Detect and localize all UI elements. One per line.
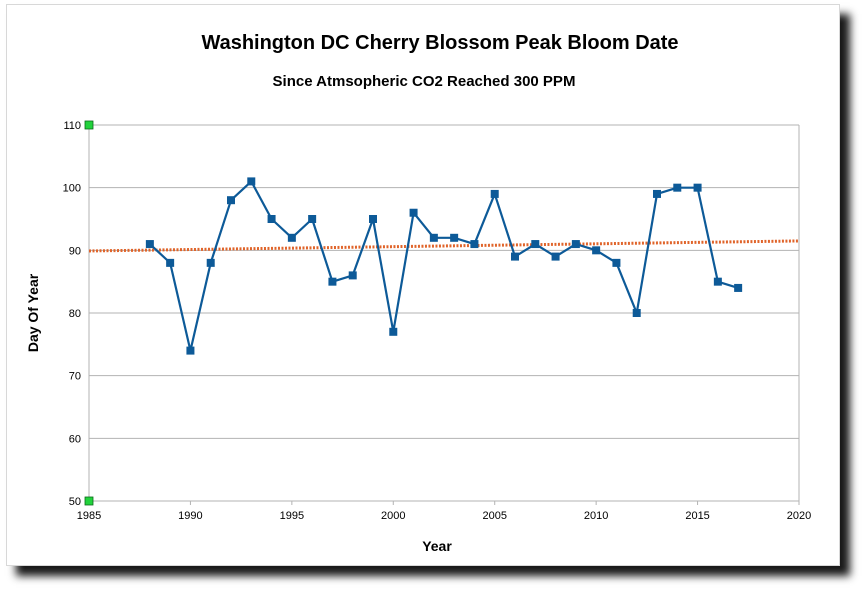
data-point [308,215,317,223]
x-tick-label: 1990 [178,510,202,522]
data-point [369,215,377,223]
data-point [287,233,296,242]
data-point [470,240,479,249]
x-tick-label: 1995 [280,510,304,522]
series-group [145,177,743,355]
data-point [734,283,743,292]
series-line [149,180,739,352]
chart-title: Washington DC Cherry Blossom Peak Bloom … [201,32,678,54]
y-tick-label: 80 [69,308,81,320]
axes [84,120,800,506]
data-point [673,183,682,192]
data-point [247,177,256,186]
data-point [511,252,519,261]
data-point [409,208,418,217]
chart-subtitle: Since Atmsopheric CO2 Reached 300 PPM [273,73,576,90]
data-point [713,277,722,286]
data-point [267,215,276,223]
axis-handle-bottom [84,496,94,506]
x-tick-label: 2020 [787,510,811,522]
trendline-group [88,239,800,253]
grid [89,124,800,501]
data-point [653,189,661,198]
data-point [551,252,560,261]
x-tick-label: 2010 [584,510,608,522]
data-point [348,271,357,280]
chart-frame [6,4,840,566]
tick-labels: 50 60 70 80 90 100 110 1985 1990 1995 2000 2005 2010… [63,120,812,522]
data-point [186,346,195,355]
data-point [693,183,702,192]
x-tick-label: 1985 [77,510,101,522]
data-point [389,327,398,336]
data-point [592,246,601,255]
y-tick-label: 50 [69,496,81,508]
data-point [166,258,175,267]
x-tick-label: 2000 [381,510,405,522]
axis-handle-top [84,120,94,130]
y-tick-label: 60 [69,433,81,445]
x-axis-title: Year [422,538,452,554]
x-tick-label: 2005 [482,510,506,522]
data-point [206,258,215,267]
y-tick-label: 100 [63,183,81,195]
data-point [429,233,438,242]
x-tick-label: 2015 [685,510,709,522]
y-tick-label: 70 [69,371,81,383]
y-axis-title: Day Of Year [25,273,41,352]
data-point [490,189,499,198]
y-tick-label: 110 [63,120,81,132]
data-point [531,240,540,249]
data-point [632,309,641,317]
data-point [571,240,580,249]
data-point [328,277,337,286]
data-point [612,258,621,267]
data-point [450,233,459,242]
data-point [227,196,235,205]
trendline [88,239,800,253]
data-point [145,240,154,249]
y-tick-label: 90 [69,245,81,257]
